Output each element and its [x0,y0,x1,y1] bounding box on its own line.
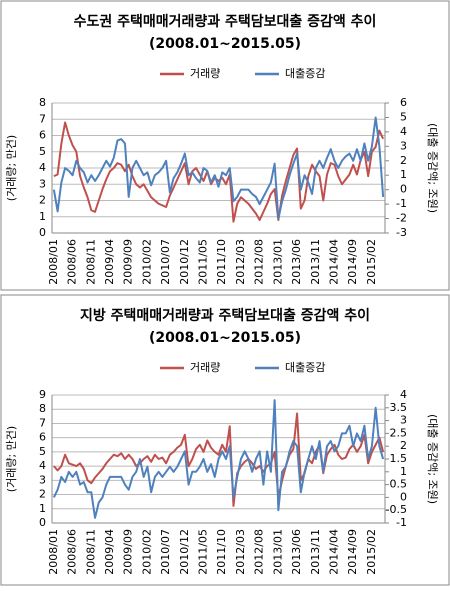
panel-frame [0,294,450,586]
x-tick-label: 2013/11 [309,239,322,285]
y2-tick-label: -3 [396,226,407,239]
x-tick-label: 2014/09 [346,529,359,575]
x-tick-label: 2013/01 [271,529,284,575]
y-tick-label: 5 [39,145,46,158]
y2-tick-label: 3 [400,139,407,152]
y2-tick-label: 2 [400,439,407,452]
y2-axis-label: (대출 증감액; 조원) [426,123,439,213]
x-tick-label: 2015/02 [365,529,378,575]
x-tick-label: 2015/02 [365,239,378,285]
x-tick-label: 2010/07 [159,529,172,575]
x-tick-label: 2012/03 [234,239,247,285]
y2-tick-label: -1 [396,516,407,529]
series-line [53,121,385,223]
y2-tick-label: 3 [400,414,407,427]
y-tick-label: 3 [39,177,46,190]
y2-tick-label: 0 [400,490,407,503]
y2-tick-label: 2 [400,154,407,167]
chart-title: 지방 주택매매거래량과 주택담보대출 증감액 추이 [80,307,370,324]
x-tick-label: 2014/04 [327,529,340,575]
y-tick-label: 0 [39,516,46,529]
series-line [52,399,385,519]
x-tick-label: 2009/04 [103,239,116,285]
y-tick-label: 4 [39,161,46,174]
y2-tick-label: 3.5 [390,401,408,414]
legend-label: 대출증감 [285,67,325,80]
x-tick-label: 2013/06 [290,239,303,285]
x-tick-label: 2012/08 [253,239,266,285]
y-axis-label: (거래량; 만건) [5,426,18,492]
panel-frame [0,0,450,291]
y-tick-label: 8 [39,402,46,415]
y2-tick-label: 1 [400,465,407,478]
x-tick-label: 2009/04 [103,529,116,575]
y-tick-label: 2 [39,488,46,501]
y2-tick-label: 0.5 [390,478,408,491]
y-tick-label: 9 [39,388,46,401]
x-tick-label: 2013/01 [271,239,284,285]
x-tick-label: 2011/10 [215,239,228,285]
y-tick-label: 8 [39,96,46,109]
y2-tick-label: 2.5 [390,426,408,439]
legend-label: 대출증감 [285,361,325,374]
x-tick-label: 2008/01 [47,239,60,285]
x-tick-label: 2008/06 [66,529,79,575]
legend-label: 거래량 [190,361,220,374]
y-tick-label: 0 [39,226,46,239]
y2-tick-label: -2 [396,212,407,225]
y-tick-label: 6 [39,129,46,142]
series-line [53,412,385,507]
y2-tick-label: -1 [396,197,407,210]
chart-title: 수도권 주택매매거래량과 주택담보대출 증감액 추이 [74,13,377,30]
y-tick-label: 7 [39,112,46,125]
y2-tick-label: 6 [400,96,407,109]
x-tick-label: 2013/11 [309,529,322,575]
y-tick-label: 4 [39,459,46,472]
y2-tick-label: -0.5 [386,503,407,516]
y-tick-label: 5 [39,445,46,458]
y-tick-label: 6 [39,431,46,444]
x-tick-label: 2010/02 [140,529,153,575]
x-tick-label: 2010/02 [140,239,153,285]
x-tick-label: 2012/08 [253,529,266,575]
y-tick-label: 1 [39,210,46,223]
y2-tick-label: 0 [400,183,407,196]
y-tick-label: 1 [39,502,46,515]
x-tick-label: 2009/09 [122,529,135,575]
y2-tick-label: 5 [400,110,407,123]
x-tick-label: 2012/03 [234,529,247,575]
x-tick-label: 2008/11 [84,239,97,285]
y2-tick-label: 1 [400,168,407,181]
x-tick-label: 2008/01 [47,529,60,575]
y2-tick-label: 4 [400,125,407,138]
chart-subtitle: (2008.01~2015.05) [149,330,301,346]
x-tick-label: 2011/05 [197,239,210,285]
x-tick-label: 2011/05 [197,529,210,575]
x-tick-label: 2011/10 [215,529,228,575]
y2-axis-label: (대출 증감액; 조원) [426,414,439,504]
x-tick-label: 2009/09 [122,239,135,285]
y2-tick-label: 4 [400,388,407,401]
x-tick-label: 2008/11 [84,529,97,575]
y-axis-label: (거래량; 만건) [5,135,18,201]
y-tick-label: 2 [39,194,46,207]
legend-label: 거래량 [190,67,220,80]
y-tick-label: 7 [39,416,46,429]
series-line [52,116,385,220]
x-tick-label: 2008/06 [66,239,79,285]
chart-subtitle: (2008.01~2015.05) [149,36,301,52]
y-tick-label: 3 [39,473,46,486]
x-tick-label: 2014/04 [327,239,340,285]
x-tick-label: 2013/06 [290,529,303,575]
x-tick-label: 2010/12 [178,529,191,575]
x-tick-label: 2014/09 [346,239,359,285]
y2-tick-label: 1.5 [390,452,408,465]
x-tick-label: 2010/12 [178,239,191,285]
x-tick-label: 2010/07 [159,239,172,285]
